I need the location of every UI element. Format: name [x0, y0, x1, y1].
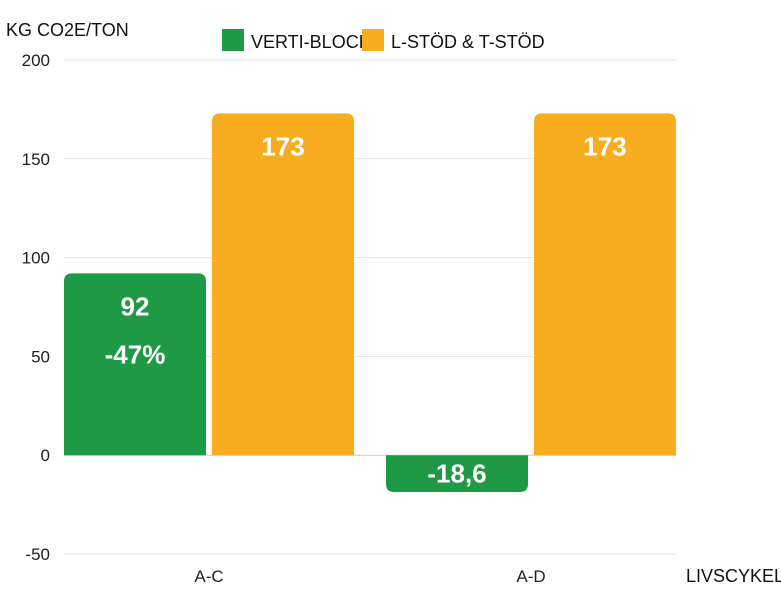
x-tick-label: A-C — [194, 567, 223, 586]
y-tick-label: -50 — [25, 545, 50, 564]
bar-l-st-d-t-st-d-a-d — [534, 113, 676, 456]
y-axis-ticks: 200 150 100 50 0 -50 — [22, 51, 50, 564]
x-axis-title: LIVSCYKEL — [686, 566, 781, 586]
data-label: 173 — [583, 131, 626, 161]
data-label: 173 — [261, 131, 304, 161]
bar-verti-block-a-c — [64, 273, 206, 456]
bars: 92 -47% 173 -18,6 173 — [64, 113, 676, 492]
y-tick-label: 200 — [22, 51, 50, 70]
legend-label-l-stod-t-stod: L-STÖD & T-STÖD — [391, 32, 545, 52]
y-axis-title: KG CO2E/TON — [6, 20, 129, 40]
legend: VERTI-BLOCK L-STÖD & T-STÖD — [222, 29, 545, 52]
bar-verti-block-a-d — [386, 455, 528, 492]
legend-label-verti-block: VERTI-BLOCK — [251, 32, 371, 52]
x-axis-ticks: A-C A-D — [194, 567, 545, 586]
legend-swatch-verti-block — [222, 29, 244, 51]
y-tick-label: 150 — [22, 150, 50, 169]
y-tick-label: 0 — [41, 446, 50, 465]
data-label: 92 — [121, 291, 150, 321]
legend-swatch-l-stod-t-stod — [362, 29, 384, 51]
data-label: -18,6 — [427, 459, 486, 489]
data-label-percent: -47% — [105, 339, 166, 369]
bar-l-st-d-t-st-d-a-c — [212, 113, 354, 456]
y-tick-label: 50 — [31, 347, 50, 366]
x-tick-label: A-D — [516, 567, 545, 586]
y-tick-label: 100 — [22, 249, 50, 268]
